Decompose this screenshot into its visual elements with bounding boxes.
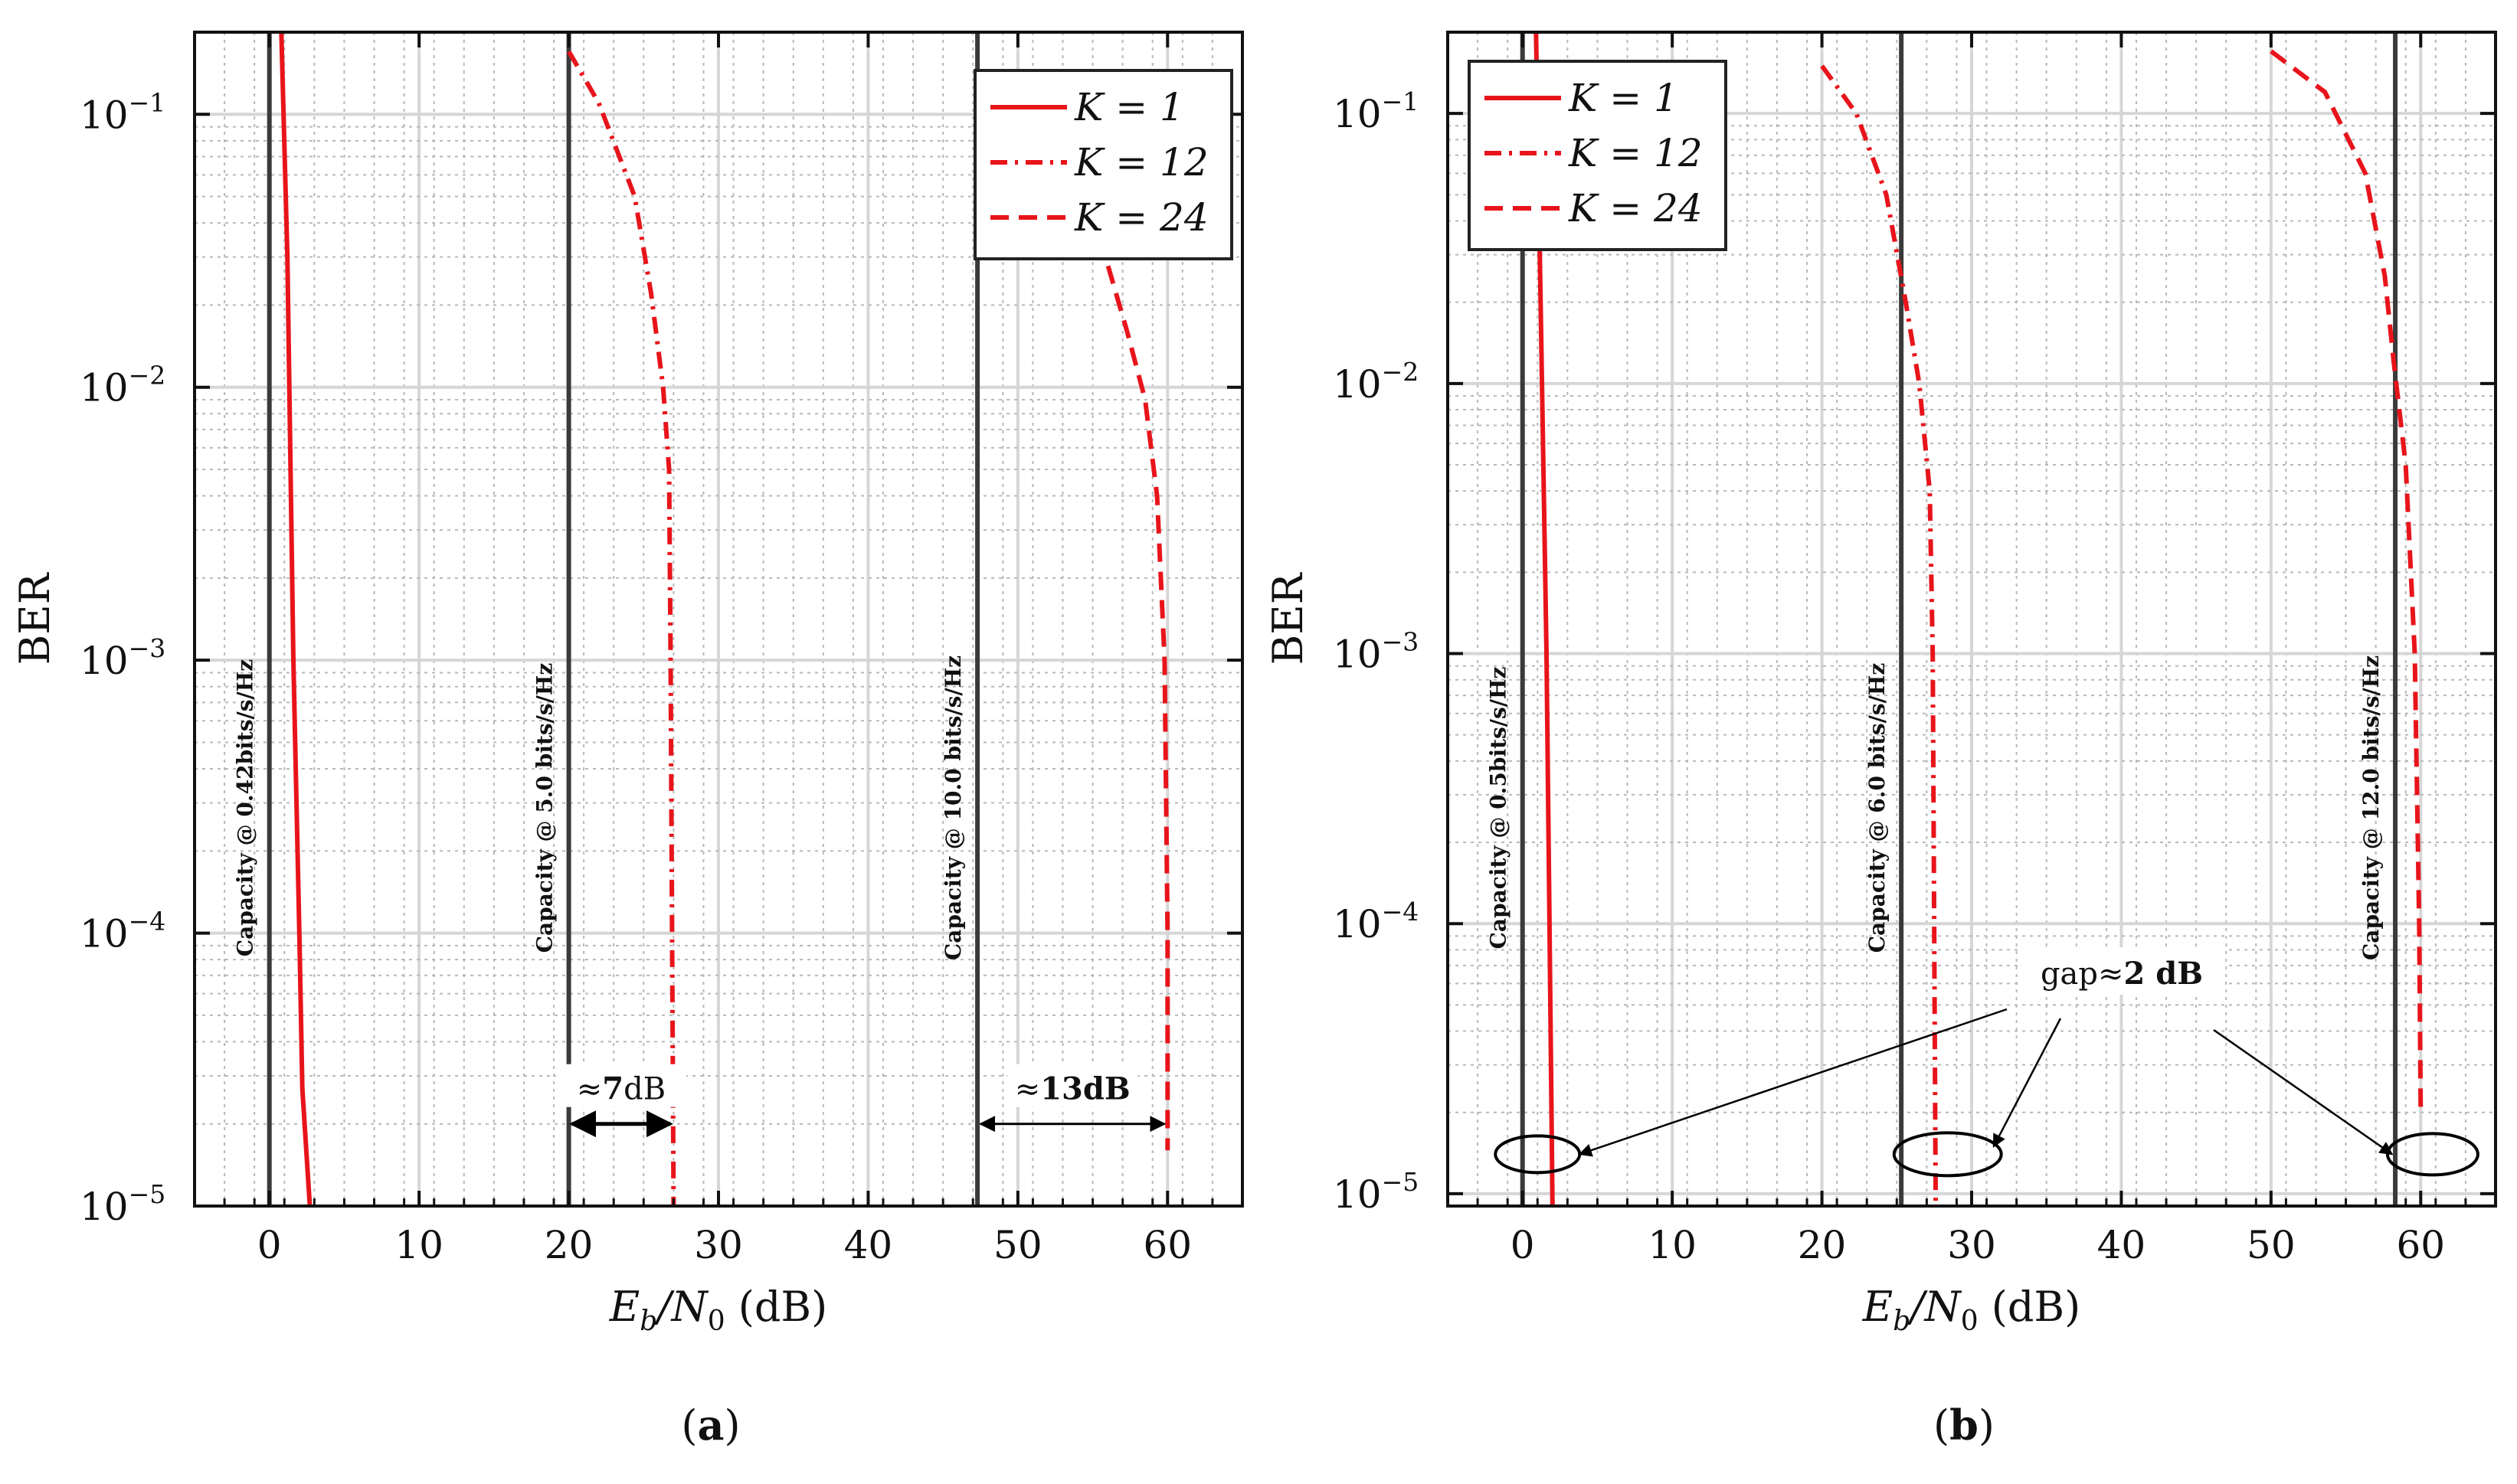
panel-b-y-tick-label: 10−5: [1333, 1167, 1419, 1217]
panel-b-y-axis-label: BER: [1264, 572, 1312, 665]
panel-a-legend-label-1: K = 1: [1074, 85, 1184, 129]
panel-b-x-tick-label: 60: [2396, 1223, 2445, 1267]
panel-a-series-line-1: [279, 31, 313, 1207]
panel-b-x-axis-label: Eb/N0 (dB): [1862, 1283, 2080, 1337]
panel-a-capacity-label-2: Capacity @ 5.0 bits/s/Hz: [532, 663, 558, 953]
panel-b-annotations: gap≈2 dB: [1494, 947, 2479, 1178]
panel-a-gap-label-1: ≈7dB: [577, 1071, 666, 1107]
panel-a-legend: K = 1 K = 12 K = 24: [974, 69, 1233, 260]
panel-b-gap-ellipse-3: [2385, 1132, 2479, 1177]
annotation-bg: [555, 1064, 686, 1107]
panel-b-y-tick-label: 10−3: [1333, 627, 1419, 677]
panel-a-annotations: ≈7dB ≈13dB: [555, 1064, 1167, 1138]
panel-a-legend-label-2: K = 12: [1074, 140, 1209, 185]
panel-a-y-tick-label: 10−5: [80, 1179, 165, 1229]
panel-a-x-tick-label: 40: [844, 1223, 893, 1267]
panel-a-y-tick-label: 10−2: [80, 361, 165, 410]
panel-b-series-line-1: [1533, 31, 1555, 1207]
panel-b-x-tick-label: 30: [1947, 1223, 1996, 1267]
panel-a-series-line-3: [1098, 237, 1170, 1151]
annotation-bg: [2018, 947, 2225, 995]
panel-b-x-tick-label: 10: [1648, 1223, 1697, 1267]
panel-a-y-tick-label: 10−3: [80, 633, 165, 683]
panel-b-x-tick-label: 50: [2247, 1223, 2296, 1267]
panel-a-x-tick-label: 50: [993, 1223, 1042, 1267]
panel-a-x-axis-label: Eb/N0 (dB): [609, 1283, 827, 1337]
panel-a-x-tick-label: 10: [394, 1223, 444, 1267]
panel-a-subcaption: (a): [681, 1401, 740, 1450]
panel-a-legend-label-3: K = 24: [1074, 195, 1209, 240]
panel-b-capacity-labels: Capacity @ 0.5bits/s/Hz Capacity @ 6.0 bi…: [1486, 655, 2384, 960]
annotation-bg: [1007, 1064, 1138, 1107]
panel-b-series-line-2: [1820, 64, 1939, 1207]
panel-a-y-axis-label: BER: [11, 572, 59, 665]
panel-a-gap-label-2: ≈13dB: [1015, 1071, 1131, 1107]
panel-a-capacity-labels: Capacity @ 0.42bits/s/Hz Capacity @ 5.0 b…: [233, 655, 966, 960]
panel-b-legend-label-2: K = 12: [1568, 131, 1703, 175]
panel-a-y-tick-label: 10−4: [80, 907, 165, 956]
panel-b-y-tick-label: 10−1: [1333, 87, 1419, 136]
panel-b-legend-label-3: K = 24: [1568, 186, 1703, 230]
panel-b-x-tick-label: 40: [2097, 1223, 2146, 1267]
panel-b-grid: [1447, 32, 2496, 1206]
panel-b-subcaption: (b): [1933, 1401, 1995, 1450]
panel-b-gap-ellipse-2: [1892, 1131, 2003, 1178]
panel-b-gap-arrow-2: [1992, 1018, 2062, 1148]
panel-b-capacity-label-3: Capacity @ 12.0 bits/s/Hz: [2358, 655, 2384, 960]
panel-b-legend: K = 1 K = 12 K = 24: [1468, 60, 1727, 251]
panel-a-ticks: 0 10 20 30 40 50 60 10−5 10−4 10−3 10−2 10−1: [80, 32, 1244, 1267]
panel-b-y-tick-label: 10−4: [1333, 897, 1419, 946]
panel-a-x-tick-label: 60: [1143, 1223, 1192, 1267]
panel-b-series-line-3: [2270, 49, 2424, 1113]
panel-a-x-tick-label: 20: [545, 1223, 594, 1267]
panel-b-legend-label-1: K = 1: [1568, 76, 1678, 120]
panel-a: 0 10 20 30 40 50 60 10−5 10−4 10−3 10−2 10−1 Capaci…: [11, 31, 1244, 1450]
panel-a-capacity-label-1: Capacity @ 0.42bits/s/Hz: [233, 659, 258, 956]
panel-b-capacity-label-2: Capacity @ 6.0 bits/s/Hz: [1864, 663, 1890, 953]
panel-a-y-tick-label: 10−1: [80, 87, 165, 137]
panel-a-series-line-2: [567, 50, 676, 1207]
panel-b-gap-label: gap≈2 dB: [2041, 956, 2203, 992]
panel-a-x-tick-label: 30: [694, 1223, 743, 1267]
panel-b: 0 10 20 30 40 50 60 10−5 10−4 10−3 10−2 10−1 Capaci…: [1264, 31, 2497, 1450]
panel-b-series: [1533, 31, 2424, 1207]
panel-b-gap-arrow-1: [1578, 1008, 2008, 1157]
panel-b-y-tick-label: 10−2: [1333, 357, 1419, 407]
panel-b-x-tick-label: 0: [1511, 1223, 1535, 1267]
panel-a-series: [279, 31, 1170, 1207]
panel-a-x-tick-label: 0: [257, 1223, 282, 1267]
panel-b-ticks: 0 10 20 30 40 50 60 10−5 10−4 10−3 10−2 10−1: [1333, 32, 2497, 1267]
panel-b-gap-arrow-3: [2213, 1028, 2394, 1155]
panel-b-capacity-label-1: Capacity @ 0.5bits/s/Hz: [1486, 667, 1511, 950]
panel-a-capacity-lines: [267, 32, 980, 1206]
panel-a-capacity-label-3: Capacity @ 10.0 bits/s/Hz: [941, 655, 966, 960]
panel-b-x-tick-label: 20: [1798, 1223, 1847, 1267]
